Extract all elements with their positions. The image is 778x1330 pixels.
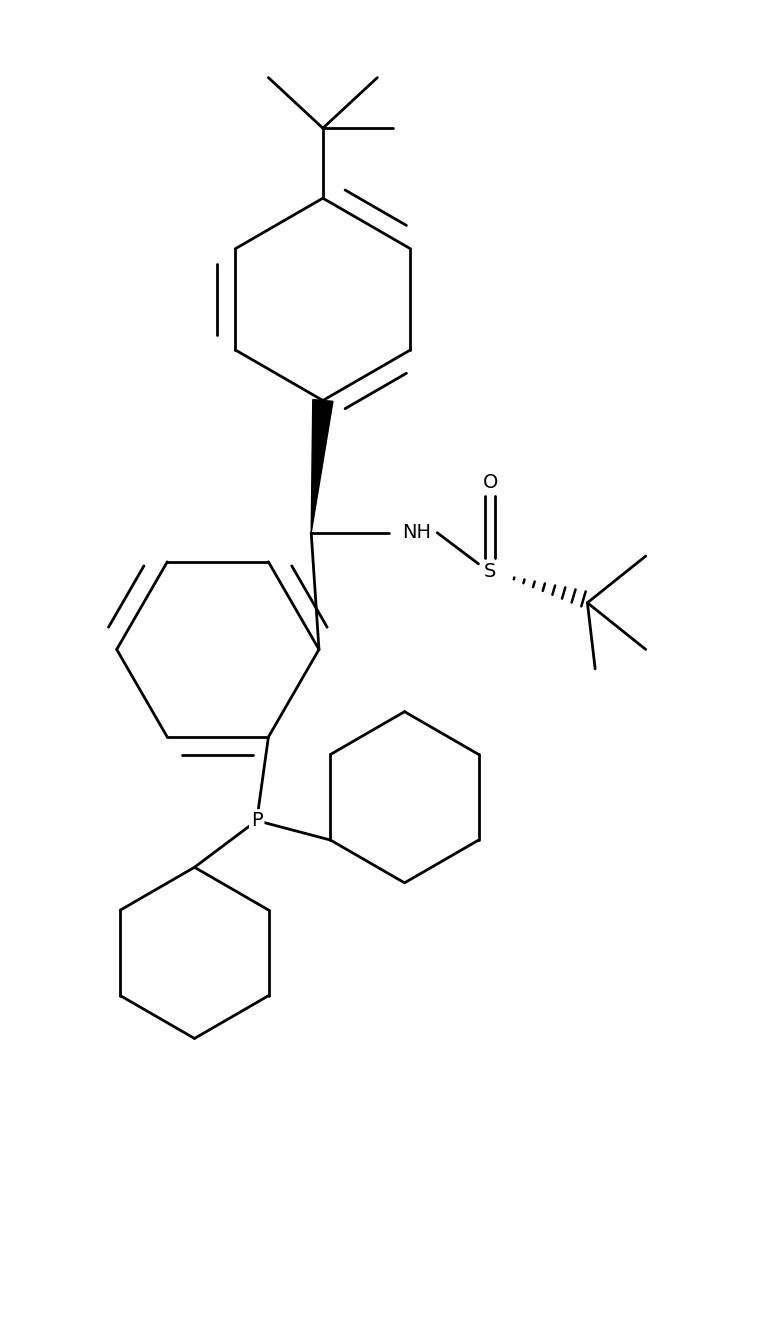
Polygon shape	[311, 399, 333, 533]
Text: O: O	[482, 472, 498, 492]
Text: P: P	[251, 811, 262, 830]
Text: NH: NH	[401, 523, 431, 543]
Text: S: S	[484, 563, 496, 581]
